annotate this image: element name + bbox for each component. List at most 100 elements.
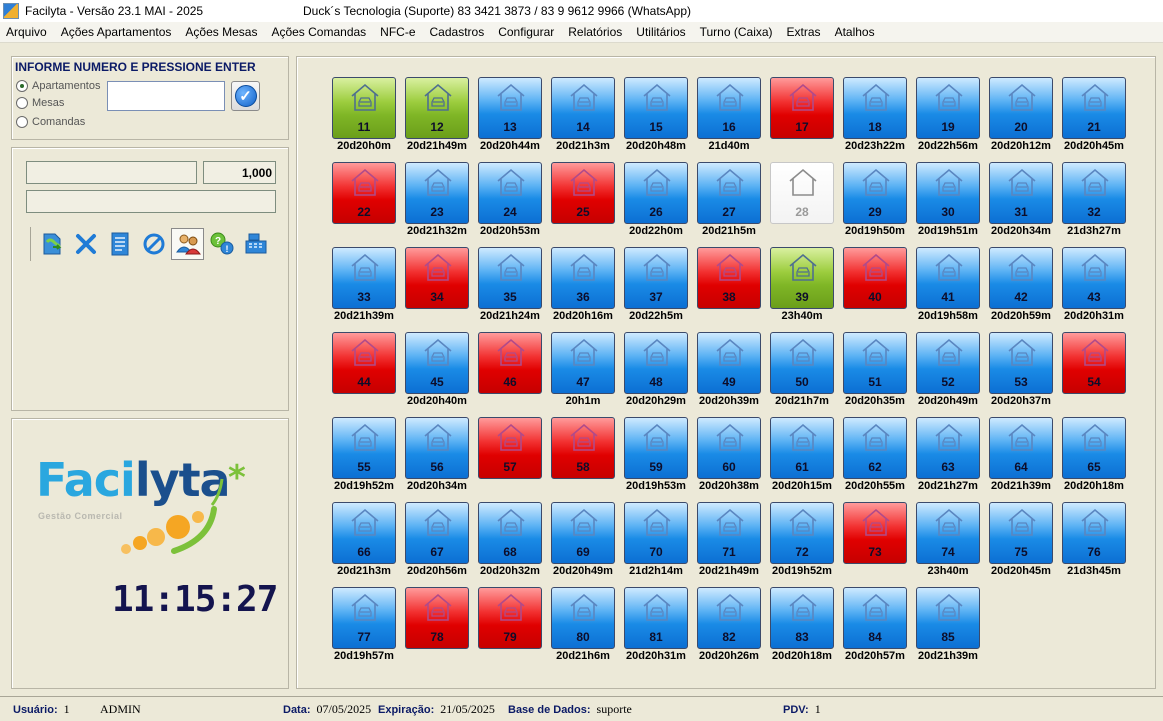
remove-item-button[interactable] bbox=[69, 228, 102, 260]
room-tile[interactable]: 60 bbox=[697, 417, 761, 479]
menu-acoes-mesas[interactable]: Ações Mesas bbox=[185, 25, 258, 39]
room-tile[interactable]: 39 bbox=[770, 247, 834, 309]
menu-configurar[interactable]: Configurar bbox=[498, 25, 555, 39]
room-tile[interactable]: 36 bbox=[551, 247, 615, 309]
room-tile[interactable]: 34 bbox=[405, 247, 469, 309]
room-tile[interactable]: 22 bbox=[332, 162, 396, 224]
room-tile[interactable]: 38 bbox=[697, 247, 761, 309]
room-tile[interactable]: 61 bbox=[770, 417, 834, 479]
room-tile[interactable]: 54 bbox=[1062, 332, 1126, 394]
radio-comandas[interactable]: Comandas bbox=[16, 116, 85, 128]
room-tile[interactable]: 57 bbox=[478, 417, 542, 479]
room-tile[interactable]: 73 bbox=[843, 502, 907, 564]
cancel-button[interactable] bbox=[137, 228, 170, 260]
description-field[interactable] bbox=[26, 190, 276, 213]
room-tile[interactable]: 15 bbox=[624, 77, 688, 139]
room-tile[interactable]: 55 bbox=[332, 417, 396, 479]
number-input[interactable] bbox=[107, 81, 225, 111]
room-tile[interactable]: 37 bbox=[624, 247, 688, 309]
room-tile[interactable]: 68 bbox=[478, 502, 542, 564]
room-tile[interactable]: 74 bbox=[916, 502, 980, 564]
cash-register-button[interactable] bbox=[239, 228, 272, 260]
menu-cadastros[interactable]: Cadastros bbox=[429, 25, 485, 39]
room-tile[interactable]: 46 bbox=[478, 332, 542, 394]
radio-apartamentos[interactable]: Apartamentos bbox=[16, 80, 100, 92]
room-tile[interactable]: 25 bbox=[551, 162, 615, 224]
room-tile[interactable]: 27 bbox=[697, 162, 761, 224]
room-tile[interactable]: 28 bbox=[770, 162, 834, 224]
room-tile[interactable]: 72 bbox=[770, 502, 834, 564]
quantity-field[interactable]: 1,000 bbox=[203, 161, 276, 184]
room-tile[interactable]: 69 bbox=[551, 502, 615, 564]
room-tile[interactable]: 47 bbox=[551, 332, 615, 394]
room-tile[interactable]: 11 bbox=[332, 77, 396, 139]
room-tile[interactable]: 62 bbox=[843, 417, 907, 479]
room-tile[interactable]: 49 bbox=[697, 332, 761, 394]
room-tile[interactable]: 21 bbox=[1062, 77, 1126, 139]
confirm-button[interactable]: ✓ bbox=[231, 81, 260, 111]
room-tile[interactable]: 44 bbox=[332, 332, 396, 394]
room-tile[interactable]: 26 bbox=[624, 162, 688, 224]
room-tile[interactable]: 53 bbox=[989, 332, 1053, 394]
room-tile[interactable]: 65 bbox=[1062, 417, 1126, 479]
room-tile[interactable]: 48 bbox=[624, 332, 688, 394]
room-tile[interactable]: 24 bbox=[478, 162, 542, 224]
room-tile[interactable]: 12 bbox=[405, 77, 469, 139]
room-tile[interactable]: 41 bbox=[916, 247, 980, 309]
add-item-button[interactable] bbox=[35, 228, 68, 260]
room-tile[interactable]: 30 bbox=[916, 162, 980, 224]
room-tile[interactable]: 77 bbox=[332, 587, 396, 649]
room-tile[interactable]: 32 bbox=[1062, 162, 1126, 224]
room-tile[interactable]: 43 bbox=[1062, 247, 1126, 309]
room-tile[interactable]: 79 bbox=[478, 587, 542, 649]
room-tile[interactable]: 84 bbox=[843, 587, 907, 649]
help-button[interactable]: ? ! bbox=[205, 228, 238, 260]
document-button[interactable] bbox=[103, 228, 136, 260]
room-tile[interactable]: 66 bbox=[332, 502, 396, 564]
room-tile[interactable]: 56 bbox=[405, 417, 469, 479]
room-tile[interactable]: 75 bbox=[989, 502, 1053, 564]
room-tile[interactable]: 31 bbox=[989, 162, 1053, 224]
radio-button[interactable] bbox=[16, 80, 28, 92]
menu-turno-caixa[interactable]: Turno (Caixa) bbox=[699, 25, 773, 39]
room-tile[interactable]: 40 bbox=[843, 247, 907, 309]
room-tile[interactable]: 42 bbox=[989, 247, 1053, 309]
room-tile[interactable]: 19 bbox=[916, 77, 980, 139]
room-tile[interactable]: 78 bbox=[405, 587, 469, 649]
room-tile[interactable]: 29 bbox=[843, 162, 907, 224]
room-tile[interactable]: 18 bbox=[843, 77, 907, 139]
room-tile[interactable]: 58 bbox=[551, 417, 615, 479]
room-tile[interactable]: 52 bbox=[916, 332, 980, 394]
room-tile[interactable]: 80 bbox=[551, 587, 615, 649]
room-tile[interactable]: 71 bbox=[697, 502, 761, 564]
menu-relatorios[interactable]: Relatórios bbox=[568, 25, 623, 39]
room-tile[interactable]: 82 bbox=[697, 587, 761, 649]
room-tile[interactable]: 23 bbox=[405, 162, 469, 224]
menu-acoes-apartamentos[interactable]: Ações Apartamentos bbox=[60, 25, 172, 39]
room-tile[interactable]: 33 bbox=[332, 247, 396, 309]
room-tile[interactable]: 70 bbox=[624, 502, 688, 564]
room-tile[interactable]: 50 bbox=[770, 332, 834, 394]
room-tile[interactable]: 45 bbox=[405, 332, 469, 394]
menu-utilitarios[interactable]: Utilitários bbox=[636, 25, 686, 39]
menu-nfce[interactable]: NFC-e bbox=[380, 25, 416, 39]
room-tile[interactable]: 63 bbox=[916, 417, 980, 479]
product-field[interactable] bbox=[26, 161, 197, 184]
room-tile[interactable]: 64 bbox=[989, 417, 1053, 479]
radio-button[interactable] bbox=[16, 97, 28, 109]
radio-button[interactable] bbox=[16, 116, 28, 128]
room-tile[interactable]: 59 bbox=[624, 417, 688, 479]
menu-arquivo[interactable]: Arquivo bbox=[6, 25, 47, 39]
room-tile[interactable]: 20 bbox=[989, 77, 1053, 139]
room-tile[interactable]: 81 bbox=[624, 587, 688, 649]
room-tile[interactable]: 17 bbox=[770, 77, 834, 139]
radio-mesas[interactable]: Mesas bbox=[16, 97, 64, 109]
room-tile[interactable]: 67 bbox=[405, 502, 469, 564]
menu-extras[interactable]: Extras bbox=[786, 25, 821, 39]
menu-atalhos[interactable]: Atalhos bbox=[834, 25, 875, 39]
users-button[interactable] bbox=[171, 228, 204, 260]
room-tile[interactable]: 14 bbox=[551, 77, 615, 139]
room-tile[interactable]: 16 bbox=[697, 77, 761, 139]
room-tile[interactable]: 35 bbox=[478, 247, 542, 309]
room-tile[interactable]: 76 bbox=[1062, 502, 1126, 564]
